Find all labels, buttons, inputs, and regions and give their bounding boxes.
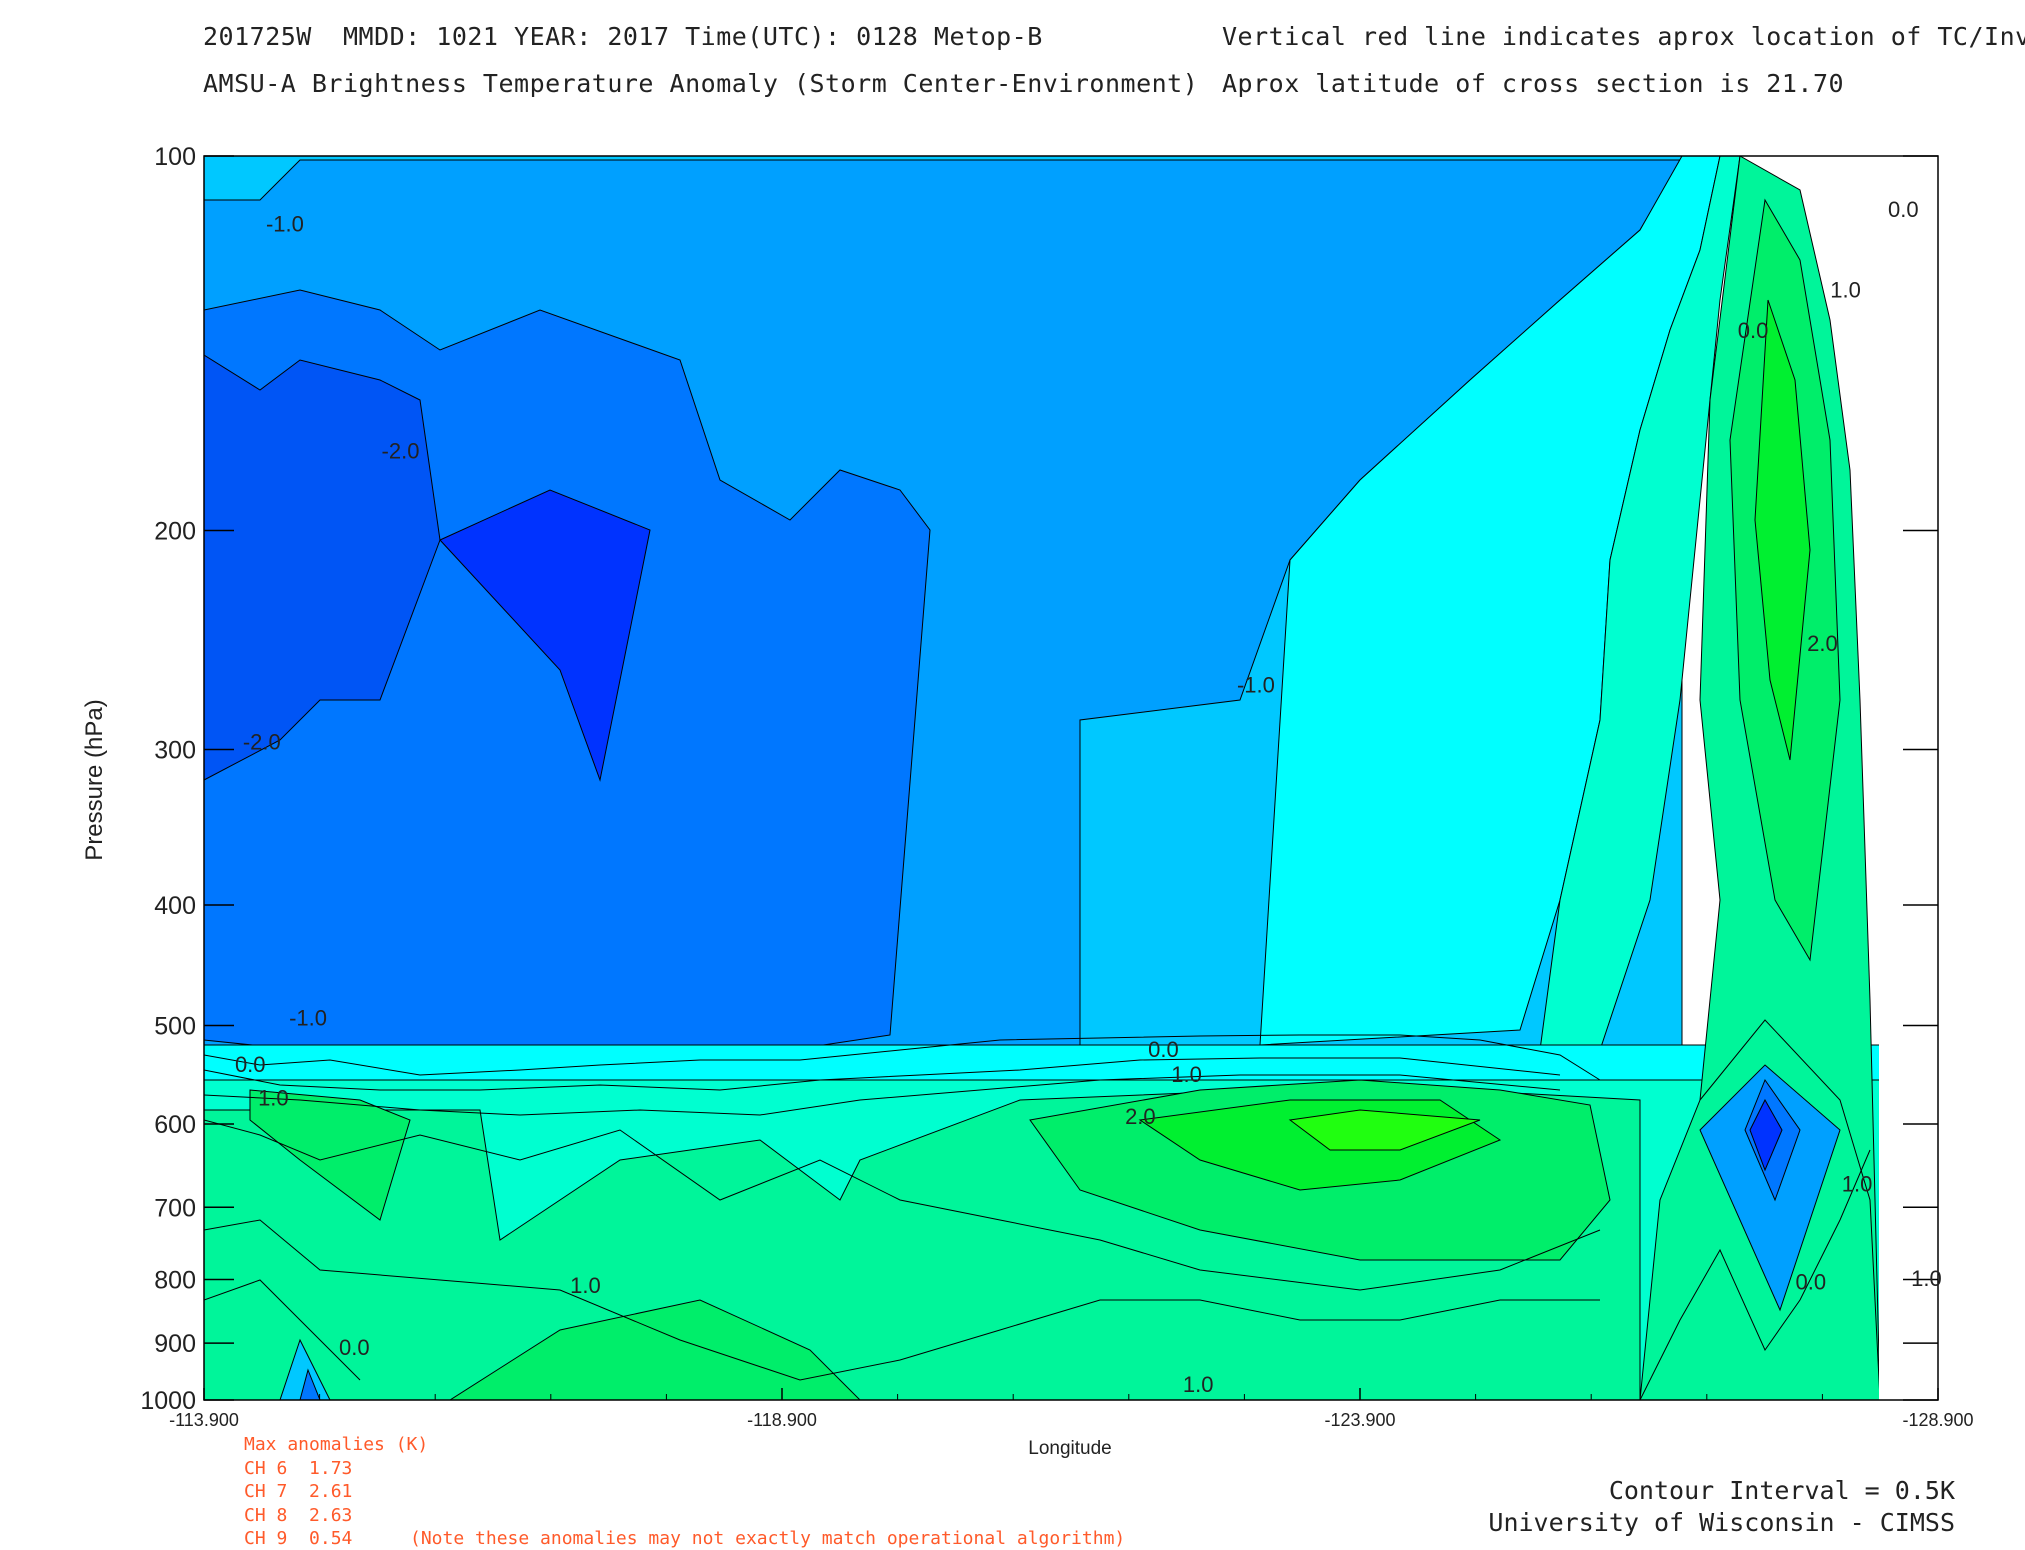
anomalies-note: (Note these anomalies may not exactly ma… (410, 1528, 1126, 1549)
contour-label-9: 0.0 (235, 1052, 266, 1077)
x-axis-label: Longitude (1028, 1438, 1111, 1459)
y-tick-label-800: 800 (154, 1266, 196, 1294)
x-tick-label-3: -128.900 (1902, 1410, 1973, 1430)
x-tick-label-0: -113.900 (169, 1410, 239, 1430)
contour-line-0 (204, 1034, 1601, 1081)
header-line2-right: Aprox latitude of cross section is 21.70 (1222, 69, 1845, 98)
y-tick-label-1000: 1000 (140, 1387, 196, 1415)
contour-label-18: 0.0 (1796, 1269, 1827, 1294)
header-line1-left: 201725W MMDD: 1021 YEAR: 2017 Time(UTC):… (203, 22, 1043, 51)
y-axis: 100 200 300 400 500 600 700 800 900 1000 (140, 143, 1938, 1415)
x-axis: -113.900 -118.900 -123.900 -128.900 (169, 1388, 1974, 1430)
anomalies-title: Max anomalies (K) (244, 1434, 429, 1455)
y-tick-label-900: 900 (154, 1330, 196, 1358)
anomaly-row-ch8: CH 8 2.63 (244, 1505, 353, 1526)
contour-lines (204, 1019, 1879, 1400)
x-tick-label-2: -123.900 (1324, 1410, 1395, 1430)
anomaly-row-ch9: CH 9 0.54 (244, 1528, 353, 1549)
contour-line-4 (204, 1219, 1600, 1381)
anomaly-row-ch7: CH 7 2.61 (244, 1481, 353, 1502)
contour-line-7 (1699, 1019, 1879, 1391)
contour-label-11: 0.0 (1148, 1037, 1179, 1062)
contour-label-10: 1.0 (258, 1086, 289, 1111)
contour-label-15: 0.0 (339, 1335, 370, 1360)
contour-label-12: 1.0 (1171, 1062, 1202, 1087)
y-tick-label-400: 400 (154, 892, 196, 920)
contour-label-16: 1.0 (1183, 1372, 1214, 1397)
contour-region-core-bottom-mid (449, 1299, 861, 1400)
contour-labels: -1.0-2.0-2.0-1.00.01.00.02.0-1.00.01.00.… (235, 197, 1942, 1397)
contour-region-bottom-left-cold-spot-deep (299, 1368, 321, 1400)
x-tick-label-1: -118.900 (747, 1410, 817, 1430)
contour-label-4: 0.0 (1738, 318, 1769, 343)
contour-line-5 (204, 1279, 361, 1381)
y-tick-label-300: 300 (154, 737, 196, 765)
y-tick-label-700: 700 (154, 1194, 196, 1222)
contour-region-bottom-left-cold-spot (279, 1338, 331, 1400)
contour-label-0: -1.0 (266, 212, 304, 237)
contour-interval-label: Contour Interval = 0.5K (1608, 1476, 1955, 1505)
contour-fills (204, 156, 1937, 1400)
credit-label: University of Wisconsin - CIMSS (1488, 1508, 1955, 1537)
contour-label-19: 1.0 (1911, 1266, 1942, 1291)
contour-label-6: 0.0 (1888, 197, 1919, 222)
header-line2-left: AMSU-A Brightness Temperature Anomaly (S… (203, 69, 1199, 98)
plot-frame (203, 155, 1939, 1401)
y-tick-label-600: 600 (154, 1111, 196, 1139)
contour-region-core-center-peak (1288, 1109, 1481, 1151)
contour-line-2 (204, 1074, 1561, 1116)
y-axis-label: Pressure (hPa) (81, 699, 108, 860)
contour-line-3 (204, 1119, 1601, 1291)
contour-line-6 (1639, 1149, 1871, 1400)
y-tick-label-100: 100 (154, 143, 196, 171)
contour-region-core-right-upper-inner (1754, 299, 1811, 761)
contour-label-17: 1.0 (1842, 1172, 1873, 1197)
header-line1-right: Vertical red line indicates aprox locati… (1222, 22, 2025, 51)
contour-line-1 (204, 1057, 1561, 1091)
y-tick-label-200: 200 (154, 517, 196, 545)
contour-label-3: -1.0 (1237, 673, 1275, 698)
contour-label-1: -2.0 (382, 438, 420, 463)
anomaly-row-ch6: CH 6 1.73 (244, 1458, 353, 1479)
contour-label-8: -1.0 (289, 1006, 327, 1031)
no-data-strip (1880, 157, 1937, 1399)
y-tick-label-500: 500 (154, 1013, 196, 1041)
contour-region-core-left-mid (249, 1089, 411, 1221)
contour-region-vortex-cold-core-deep (1749, 1098, 1783, 1172)
contour-label-7: 2.0 (1807, 631, 1838, 656)
contour-label-2: -2.0 (243, 730, 281, 755)
contour-label-14: 1.0 (570, 1273, 601, 1298)
contour-region-band-deep-blue-mid (439, 489, 651, 782)
contour-label-13: 2.0 (1125, 1104, 1156, 1129)
contour-label-5: 1.0 (1830, 278, 1861, 303)
